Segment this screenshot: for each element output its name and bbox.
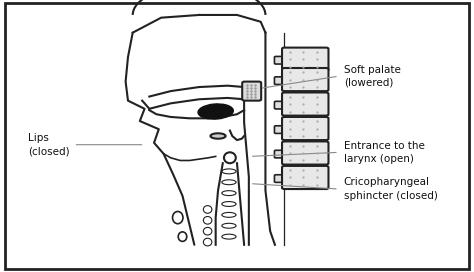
FancyBboxPatch shape: [274, 175, 287, 182]
FancyBboxPatch shape: [282, 141, 328, 165]
FancyBboxPatch shape: [282, 166, 328, 189]
FancyBboxPatch shape: [282, 92, 328, 116]
FancyBboxPatch shape: [274, 101, 287, 109]
FancyBboxPatch shape: [242, 82, 261, 101]
FancyBboxPatch shape: [282, 48, 328, 71]
FancyBboxPatch shape: [274, 126, 287, 134]
Text: Cricopharyngeal
sphincter (closed): Cricopharyngeal sphincter (closed): [344, 177, 438, 201]
FancyBboxPatch shape: [282, 68, 328, 91]
FancyBboxPatch shape: [274, 150, 287, 158]
Text: Lips
(closed): Lips (closed): [28, 133, 70, 156]
Text: Entrance to the
larynx (open): Entrance to the larynx (open): [344, 141, 425, 164]
FancyBboxPatch shape: [274, 77, 287, 84]
FancyBboxPatch shape: [274, 57, 287, 64]
Ellipse shape: [210, 133, 226, 139]
FancyBboxPatch shape: [282, 117, 328, 140]
Ellipse shape: [198, 104, 233, 119]
Text: Soft palate
(lowered): Soft palate (lowered): [344, 64, 401, 88]
